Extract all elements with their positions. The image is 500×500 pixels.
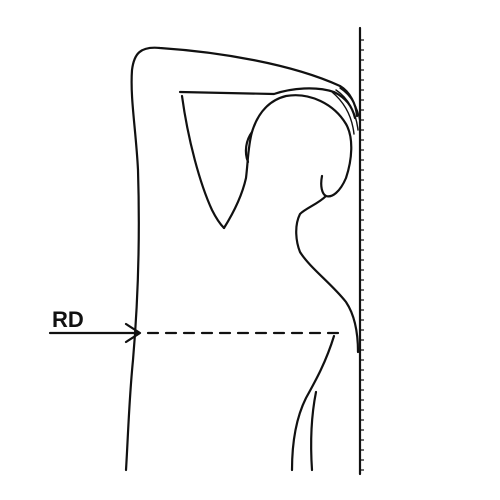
hair-strand — [331, 91, 355, 135]
arrow-head — [124, 322, 142, 344]
hair-strand — [335, 89, 359, 131]
hip-outline — [290, 334, 336, 472]
measuring-board — [358, 26, 364, 476]
back-outline — [295, 194, 360, 354]
ear-outline — [244, 130, 254, 164]
person-silhouette — [124, 46, 361, 472]
hair-strand — [339, 87, 361, 123]
raised-arm-outline — [124, 46, 359, 472]
indicator-arrow — [48, 322, 142, 344]
leg-outline — [310, 390, 318, 472]
inner-arm-outline — [180, 94, 226, 230]
forearm-outline — [178, 87, 357, 120]
board-ticks — [360, 39, 364, 471]
rd-label: RD — [52, 307, 84, 332]
head-outline — [222, 94, 353, 230]
